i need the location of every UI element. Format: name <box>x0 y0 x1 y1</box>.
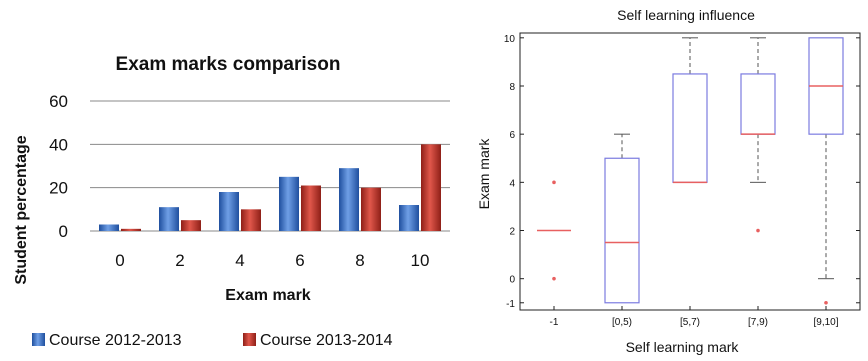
bar-chart-y-tick-label: 20 <box>49 179 68 198</box>
bar-course-2013-2014-8 <box>361 187 381 231</box>
box-1-outlier <box>552 180 556 185</box>
box-plot-y-tick-label: 0 <box>509 275 515 286</box>
box-plot-y-ticks: -1 0 2 4 6 8 10 <box>504 34 860 310</box>
bar-course-2012-2013-8 <box>339 168 359 231</box>
box-plot-title: Self learning influence <box>617 7 755 23</box>
bar-chart-x-axis-label: Exam mark <box>225 287 310 304</box>
box-4-outlier <box>756 228 760 233</box>
legend-swatch-course-2012-2013 <box>32 333 45 346</box>
bar-chart-x-tick-label: 4 <box>235 251 244 270</box>
box-plot: Self learning influence -1 0 2 4 6 8 10 -1 [0,5… <box>476 7 861 355</box>
box-plot-x-tick-label: [9,10] <box>813 317 838 328</box>
bar-course-2013-2014-2 <box>181 220 201 231</box>
bar-course-2012-2013-6 <box>279 176 299 231</box>
box-plot-x-axis-label: Self learning mark <box>626 339 740 355</box>
bar-chart-bars <box>99 144 441 231</box>
bar-course-2013-2014-10 <box>421 144 441 231</box>
bar-course-2013-2014-6 <box>301 185 321 231</box>
box-plot-y-tick-label: 2 <box>509 227 515 238</box>
box-plot-x-ticks: -1 [0,5) [5,7) [7,9) [9,10] <box>550 306 839 328</box>
box-plot-y-axis-label: Exam mark <box>476 138 492 210</box>
bar-course-2012-2013-2 <box>159 207 179 231</box>
bar-chart-y-axis-label: Student percentage <box>13 135 30 284</box>
box-plot-y-tick-label: 6 <box>509 130 515 141</box>
legend-swatch-course-2013-2014 <box>243 333 256 346</box>
bar-chart-x-tick-label: 2 <box>175 251 184 270</box>
box-5-outlier <box>824 300 828 305</box>
legend-label-course-2012-2013: Course 2012-2013 <box>49 332 182 349</box>
box-plot-x-tick-label: [5,7) <box>680 317 700 328</box>
box-plot-y-tick-label: 10 <box>504 34 516 45</box>
bar-course-2012-2013-0 <box>99 224 119 231</box>
bar-chart: Exam marks comparison 0 20 40 60 0 2 4 6 8 10 Ex… <box>13 54 450 349</box>
bar-chart-x-tick-label: 10 <box>411 251 430 270</box>
bar-chart-x-tick-label: 6 <box>295 251 304 270</box>
box-4-iqr-box <box>740 73 776 135</box>
box-plot-x-tick-label: [0,5) <box>612 317 632 328</box>
bar-chart-x-tick-label: 0 <box>115 251 124 270</box>
bar-chart-y-ticks: 0 20 40 60 <box>49 92 68 241</box>
box-plot-x-tick-label: -1 <box>550 317 559 328</box>
bar-chart-y-tick-label: 40 <box>49 135 68 154</box>
bar-chart-y-tick-label: 60 <box>49 92 68 111</box>
bar-course-2013-2014-4 <box>241 209 261 231</box>
bar-course-2013-2014-0 <box>121 228 141 231</box>
bar-chart-x-ticks: 0 2 4 6 8 10 <box>115 251 429 270</box>
box-plot-y-tick-label: 8 <box>509 82 515 93</box>
bar-chart-x-tick-label: 8 <box>355 251 364 270</box>
bar-chart-gridlines <box>90 100 450 232</box>
bar-course-2012-2013-10 <box>399 205 419 231</box>
box-plot-boxes <box>537 37 844 305</box>
bar-chart-y-tick-label: 0 <box>59 222 68 241</box>
box-plot-x-tick-label: [7,9) <box>748 317 768 328</box>
bar-chart-legend: Course 2012-2013 Course 2013-2014 <box>32 332 393 349</box>
legend-label-course-2013-2014: Course 2013-2014 <box>260 332 393 349</box>
box-1-outlier <box>552 276 556 281</box>
bar-chart-title: Exam marks comparison <box>116 54 341 75</box>
box-plot-y-tick-label: 4 <box>509 178 515 189</box>
box-2-iqr-box <box>604 157 640 304</box>
box-plot-y-tick-label: -1 <box>506 299 515 310</box>
bar-course-2012-2013-4 <box>219 192 239 231</box>
box-3-iqr-box <box>672 73 708 183</box>
